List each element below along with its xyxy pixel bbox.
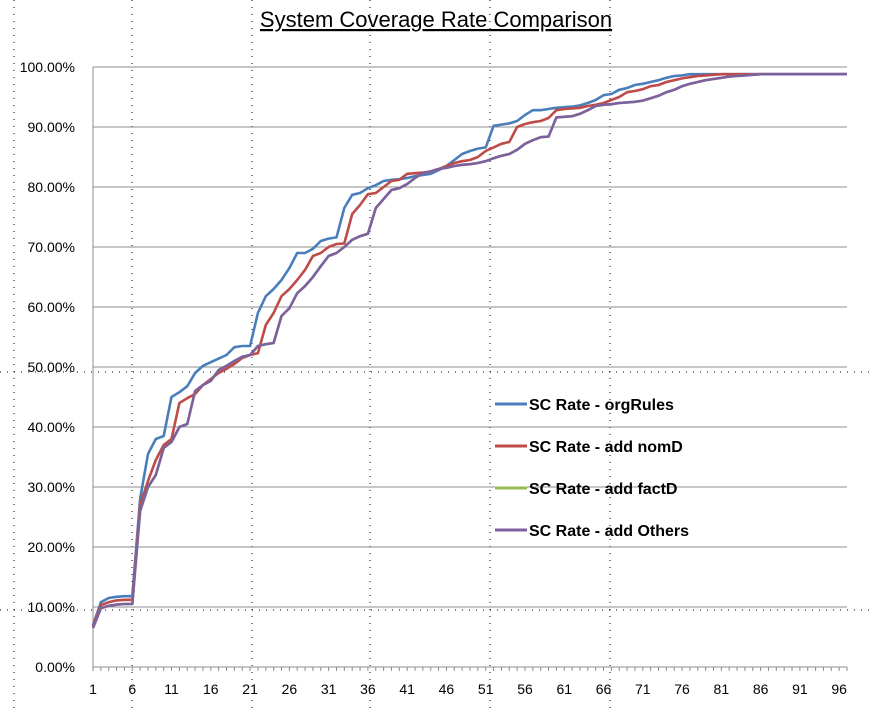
y-tick-label: 0.00% [35, 659, 75, 675]
y-tick-label: 100.00% [20, 59, 75, 75]
x-tick-label: 81 [714, 681, 730, 697]
series-line-2 [91, 72, 847, 627]
legend-label: SC Rate - add nomD [529, 439, 683, 456]
legend-label: SC Rate - orgRules [529, 397, 674, 414]
y-tick-label: 90.00% [28, 119, 75, 135]
x-tick-label: 31 [321, 681, 337, 697]
legend: SC Rate - orgRules SC Rate - add nomD SC R… [495, 397, 689, 540]
x-tick-label: 66 [596, 681, 612, 697]
x-tick-label: 21 [242, 681, 258, 697]
y-axis-tick-labels: 0.00% 10.00% 20.00% 30.00% 40.00% 50.00% 60.00… [20, 59, 75, 675]
x-tick-label: 61 [556, 681, 572, 697]
x-tick-label: 91 [792, 681, 808, 697]
x-tick-label: 46 [439, 681, 455, 697]
x-tick-label: 71 [635, 681, 651, 697]
x-tick-label: 41 [399, 681, 415, 697]
x-tick-label: 86 [753, 681, 769, 697]
x-tick-label: 26 [282, 681, 298, 697]
chart-title: System Coverage Rate Comparison [260, 7, 612, 32]
series-line-4 [91, 72, 847, 629]
x-tick-label: 16 [203, 681, 219, 697]
y-tick-label: 10.00% [28, 599, 75, 615]
legend-label: SC Rate - add factD [529, 481, 677, 498]
x-tick-label: 51 [478, 681, 494, 697]
x-axis-tick-labels: 1 6 11 16 21 26 31 36 41 46 51 56 61 66 71 76 81 86 91 96 [89, 681, 847, 697]
legend-label: SC Rate - add Others [529, 523, 689, 540]
y-tick-label: 20.00% [28, 539, 75, 555]
x-tick-label: 1 [89, 681, 97, 697]
x-tick-label: 56 [517, 681, 533, 697]
y-tick-label: 40.00% [28, 419, 75, 435]
y-tick-label: 80.00% [28, 179, 75, 195]
series-lines [91, 72, 847, 629]
axes [92, 67, 848, 671]
x-tick-label: 76 [674, 681, 690, 697]
x-tick-label: 11 [164, 681, 179, 697]
x-tick-label: 6 [128, 681, 136, 697]
x-tick-label: 36 [360, 681, 376, 697]
y-tick-label: 60.00% [28, 299, 75, 315]
y-tick-label: 50.00% [28, 359, 75, 375]
y-tick-label: 70.00% [28, 239, 75, 255]
y-tick-label: 30.00% [28, 479, 75, 495]
x-tick-label: 96 [831, 681, 847, 697]
